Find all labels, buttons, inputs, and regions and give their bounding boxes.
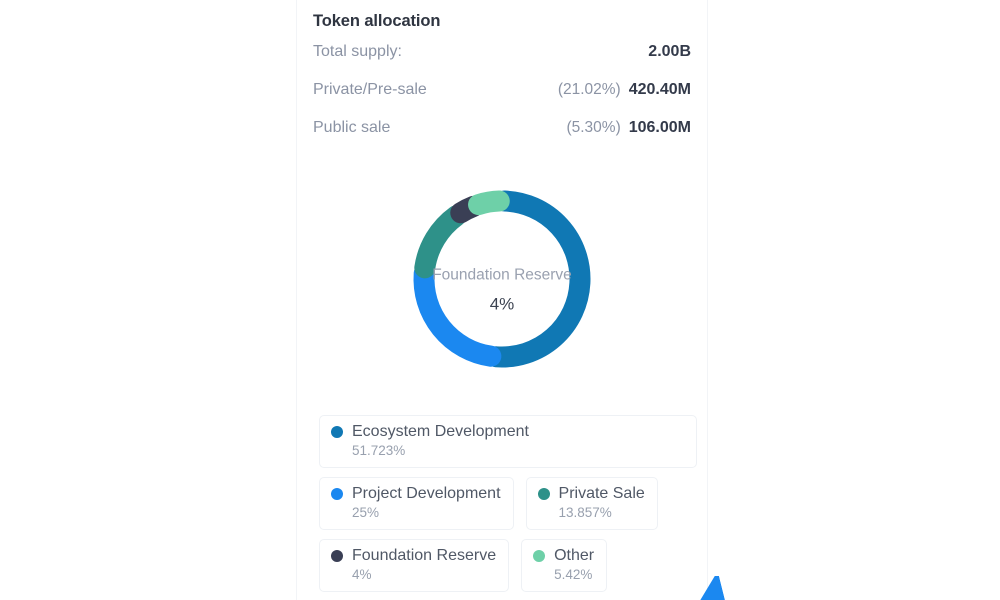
legend-item-label: Private Sale <box>558 485 645 502</box>
legend-item[interactable]: Other 5.42% <box>521 539 608 592</box>
legend-item-percent: 5.42% <box>554 567 593 582</box>
stat-value-group: (21.02%) 420.40M <box>558 81 691 99</box>
legend-color-dot-icon <box>331 488 343 500</box>
chart-legend: Ecosystem Development 51.723% Project Deve… <box>319 415 697 592</box>
legend-item[interactable]: Foundation Reserve 4% <box>319 539 510 592</box>
legend-item[interactable]: Private Sale 13.857% <box>525 477 658 530</box>
stat-value-group: 2.00B <box>640 43 691 61</box>
token-allocation-panel: Token allocation Total supply: 2.00B Pri… <box>297 0 707 600</box>
stat-label: Total supply: <box>313 43 402 60</box>
stat-row-total-supply: Total supply: 2.00B <box>313 43 691 81</box>
donut-segment[interactable] <box>468 190 510 216</box>
stat-label: Private/Pre-sale <box>313 81 427 98</box>
legend-color-dot-icon <box>331 550 343 562</box>
stat-value-group: (5.30%) 106.00M <box>566 119 691 137</box>
column-divider-left <box>296 0 297 600</box>
legend-item-header: Project Development <box>331 485 501 503</box>
stat-value: 420.40M <box>628 81 691 98</box>
legend-item-header: Ecosystem Development <box>331 423 684 441</box>
donut-segment[interactable] <box>485 190 591 368</box>
legend-color-dot-icon <box>331 426 343 438</box>
column-divider-right <box>707 0 708 600</box>
stat-value: 2.00B <box>648 43 691 60</box>
stat-value: 106.00M <box>628 119 691 136</box>
donut-segment[interactable] <box>414 205 467 279</box>
legend-item-label: Project Development <box>352 485 501 502</box>
token-stats-list: Total supply: 2.00B Private/Pre-sale (21… <box>313 43 691 157</box>
legend-item-percent: 51.723% <box>352 443 406 458</box>
donut-segment[interactable] <box>413 262 502 367</box>
legend-item-label: Foundation Reserve <box>352 547 497 564</box>
donut-svg <box>413 190 591 368</box>
legend-item-header: Private Sale <box>537 485 645 503</box>
legend-item-label: Ecosystem Development <box>352 423 529 440</box>
page-title: Token allocation <box>313 12 441 30</box>
legend-item-percent: 13.857% <box>558 505 612 520</box>
legend-color-dot-icon <box>537 488 550 500</box>
token-allocation-donut-chart: Foundation Reserve 4% <box>297 179 707 401</box>
legend-item-percent: 4% <box>352 567 372 582</box>
legend-item-header: Other <box>533 547 594 565</box>
legend-color-dot-icon <box>533 550 546 562</box>
legend-item[interactable]: Project Development 25% <box>319 477 514 530</box>
legend-item-label: Other <box>554 547 595 564</box>
stat-percent: (21.02%) <box>557 81 621 98</box>
legend-item-percent: 25% <box>352 505 380 520</box>
legend-item-header: Foundation Reserve <box>331 547 496 565</box>
donut-arc-group <box>413 190 591 368</box>
stat-row-public-sale: Public sale (5.30%) 106.00M <box>313 119 691 157</box>
legend-item[interactable]: Ecosystem Development 51.723% <box>319 415 697 468</box>
stat-row-private-presale: Private/Pre-sale (21.02%) 420.40M <box>313 81 691 119</box>
stat-label: Public sale <box>313 119 391 136</box>
stat-percent: (5.30%) <box>566 119 621 136</box>
